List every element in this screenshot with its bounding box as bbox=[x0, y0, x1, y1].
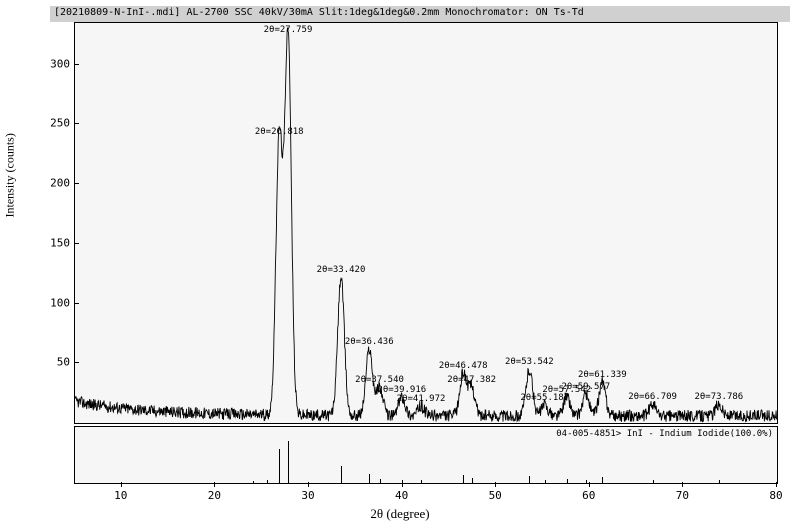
reference-pattern-label: 04-005-4851> InI - Indium Iodide(100.0%) bbox=[556, 429, 773, 439]
y-tick-mark bbox=[74, 183, 79, 184]
reference-stick bbox=[288, 441, 289, 483]
peak-label: 2θ=61.339 bbox=[578, 370, 627, 380]
spectrum-trace bbox=[75, 23, 777, 423]
y-tick-label: 100 bbox=[40, 296, 70, 309]
reference-stick bbox=[602, 477, 603, 483]
x-tick-label: 50 bbox=[489, 489, 502, 502]
peak-label: 2θ=39.916 bbox=[377, 385, 426, 395]
x-tick-mark bbox=[682, 482, 683, 487]
peak-label: 2θ=37.540 bbox=[355, 375, 404, 385]
x-tick-label: 80 bbox=[769, 489, 782, 502]
x-tick-mark bbox=[495, 482, 496, 487]
y-tick-mark bbox=[74, 64, 79, 65]
x-tick-label: 10 bbox=[114, 489, 127, 502]
reference-stick bbox=[586, 480, 587, 483]
reference-stick bbox=[567, 479, 568, 483]
peak-label: 2θ=59.577 bbox=[561, 382, 610, 392]
y-tick-label: 200 bbox=[40, 177, 70, 190]
x-tick-mark bbox=[402, 482, 403, 487]
peak-label: 2θ=47.382 bbox=[447, 375, 496, 385]
reference-stick bbox=[341, 466, 342, 483]
x-tick-label: 70 bbox=[676, 489, 689, 502]
y-tick-mark bbox=[74, 303, 79, 304]
xrd-chart: [20210809-N-InI-.mdi] AL-2700 SSC 40kV/3… bbox=[0, 0, 800, 528]
y-tick-mark bbox=[74, 123, 79, 124]
reference-stick bbox=[653, 480, 654, 483]
reference-plot-area: 04-005-4851> InI - Indium Iodide(100.0%) bbox=[74, 426, 778, 484]
peak-label: 2θ=46.478 bbox=[439, 361, 488, 371]
y-tick-mark bbox=[74, 362, 79, 363]
y-tick-label: 300 bbox=[40, 57, 70, 70]
peak-label: 2θ=27.759 bbox=[264, 25, 313, 35]
reference-stick bbox=[472, 478, 473, 483]
reference-stick bbox=[380, 479, 381, 483]
x-tick-label: 30 bbox=[301, 489, 314, 502]
reference-stick bbox=[267, 480, 268, 483]
y-tick-label: 50 bbox=[40, 356, 70, 369]
reference-stick bbox=[545, 480, 546, 483]
peak-label: 2θ=41.972 bbox=[397, 394, 446, 404]
reference-stick bbox=[463, 475, 464, 483]
y-tick-label: 250 bbox=[40, 117, 70, 130]
x-tick-mark bbox=[308, 482, 309, 487]
x-tick-mark bbox=[121, 482, 122, 487]
chart-header: [20210809-N-InI-.mdi] AL-2700 SSC 40kV/3… bbox=[50, 6, 790, 22]
y-axis-label: Intensity (counts) bbox=[3, 133, 18, 217]
x-tick-mark bbox=[214, 482, 215, 487]
peak-label: 2θ=36.436 bbox=[345, 337, 394, 347]
x-tick-label: 20 bbox=[208, 489, 221, 502]
y-tick-mark bbox=[74, 243, 79, 244]
peak-label: 2θ=73.786 bbox=[694, 392, 743, 402]
peak-label: 2θ=66.709 bbox=[628, 392, 677, 402]
x-tick-mark bbox=[776, 482, 777, 487]
peak-label: 2θ=53.542 bbox=[505, 357, 554, 367]
x-tick-label: 40 bbox=[395, 489, 408, 502]
reference-stick bbox=[369, 474, 370, 483]
reference-stick bbox=[719, 480, 720, 483]
reference-stick bbox=[253, 481, 254, 483]
y-tick-label: 150 bbox=[40, 236, 70, 249]
x-tick-mark bbox=[589, 482, 590, 487]
reference-stick bbox=[421, 480, 422, 483]
x-tick-label: 60 bbox=[582, 489, 595, 502]
main-plot-area: 2θ=26.818 2θ=27.759 2θ=33.420 2θ=36.436 2θ=3… bbox=[74, 22, 778, 424]
peak-label: 2θ=26.818 bbox=[255, 127, 304, 137]
reference-stick bbox=[279, 449, 280, 483]
peak-label: 2θ=33.420 bbox=[317, 265, 366, 275]
x-axis-label: 2θ (degree) bbox=[0, 506, 800, 522]
reference-stick bbox=[529, 476, 530, 483]
